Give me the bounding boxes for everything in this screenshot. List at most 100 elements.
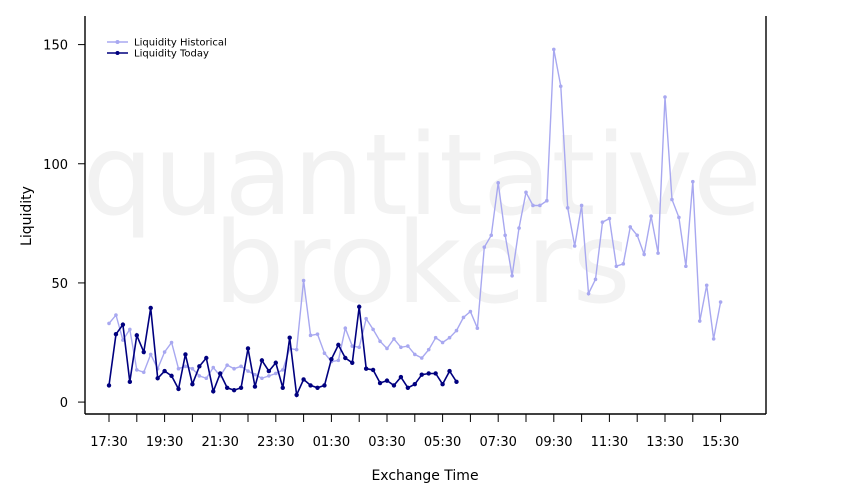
data-point (433, 371, 438, 376)
data-point (364, 316, 368, 321)
data-point (510, 273, 514, 278)
data-point (697, 319, 702, 323)
data-point (336, 358, 341, 363)
data-point (224, 385, 230, 390)
data-point (419, 372, 424, 377)
data-point (113, 331, 119, 337)
x-tick-label: 07:30 (479, 435, 516, 450)
data-point (350, 344, 355, 348)
data-point (524, 190, 528, 195)
data-point (294, 392, 299, 398)
watermark-line-2: brokers (213, 199, 630, 329)
data-point (371, 327, 375, 332)
data-point (231, 387, 237, 393)
data-point (635, 233, 639, 238)
data-point (162, 350, 167, 354)
data-point (294, 347, 299, 352)
data-point (127, 379, 133, 385)
data-point (114, 313, 118, 317)
y-axis-title: Liquidity (19, 186, 35, 246)
data-point (468, 309, 473, 314)
data-point (155, 376, 160, 381)
data-point (329, 356, 334, 362)
data-point (545, 198, 549, 203)
data-point (628, 225, 633, 229)
data-point (677, 215, 681, 220)
series-layer (106, 47, 723, 398)
data-point (169, 340, 174, 345)
data-point (426, 371, 431, 376)
series-today (106, 304, 459, 398)
data-point (579, 203, 584, 208)
data-point (301, 278, 306, 283)
data-point (412, 382, 417, 387)
data-point (593, 277, 598, 282)
x-axis-title: Exchange Time (371, 468, 478, 484)
x-tick-label: 05:30 (424, 435, 461, 450)
data-point (253, 372, 257, 377)
data-point (363, 366, 369, 371)
data-point (392, 337, 396, 341)
data-point (225, 363, 229, 367)
data-point (558, 84, 563, 89)
watermark-line-1: quantitative (82, 111, 762, 241)
data-point (357, 304, 362, 309)
data-point (232, 366, 236, 371)
data-point (377, 380, 383, 386)
data-point (148, 305, 153, 311)
data-point (405, 385, 411, 390)
data-point (280, 385, 285, 390)
data-point (607, 216, 612, 221)
data-point (211, 365, 216, 370)
data-point (531, 203, 535, 208)
data-point (128, 327, 132, 332)
data-point (308, 383, 313, 388)
data-point (176, 366, 181, 371)
data-point (489, 233, 494, 238)
data-point (238, 385, 244, 390)
data-point (684, 264, 688, 269)
data-point (267, 374, 271, 378)
data-point (239, 364, 243, 369)
legend-label: Liquidity Today (134, 49, 209, 60)
data-point (204, 355, 209, 361)
data-point (107, 321, 111, 326)
x-tick-label: 01:30 (313, 435, 350, 450)
data-point (384, 378, 390, 383)
data-point (274, 371, 278, 376)
data-point (134, 333, 139, 338)
y-tick-label: 150 (43, 39, 68, 54)
data-point (482, 245, 487, 249)
data-point (621, 262, 626, 266)
data-point (447, 335, 452, 340)
data-point (106, 383, 112, 388)
data-point (204, 376, 209, 381)
data-point (218, 371, 223, 376)
data-point (378, 339, 382, 344)
data-point (260, 376, 264, 381)
data-point (406, 344, 410, 348)
data-point (447, 368, 452, 374)
data-point (454, 328, 459, 333)
data-point (433, 335, 438, 340)
data-point (322, 351, 327, 356)
data-point (475, 326, 480, 331)
data-point (301, 377, 306, 382)
data-point (266, 368, 272, 374)
data-point (413, 352, 417, 357)
data-point (183, 364, 188, 369)
x-tick-label: 11:30 (591, 435, 628, 450)
data-point (552, 47, 556, 52)
data-point (704, 283, 709, 288)
data-point (565, 206, 570, 210)
data-point (162, 368, 167, 374)
data-point (211, 389, 216, 394)
data-point (426, 347, 431, 352)
y-tick-label: 0 (60, 396, 68, 411)
data-point (398, 374, 404, 380)
data-point (343, 326, 348, 331)
data-point (517, 226, 521, 230)
data-point (141, 349, 146, 355)
